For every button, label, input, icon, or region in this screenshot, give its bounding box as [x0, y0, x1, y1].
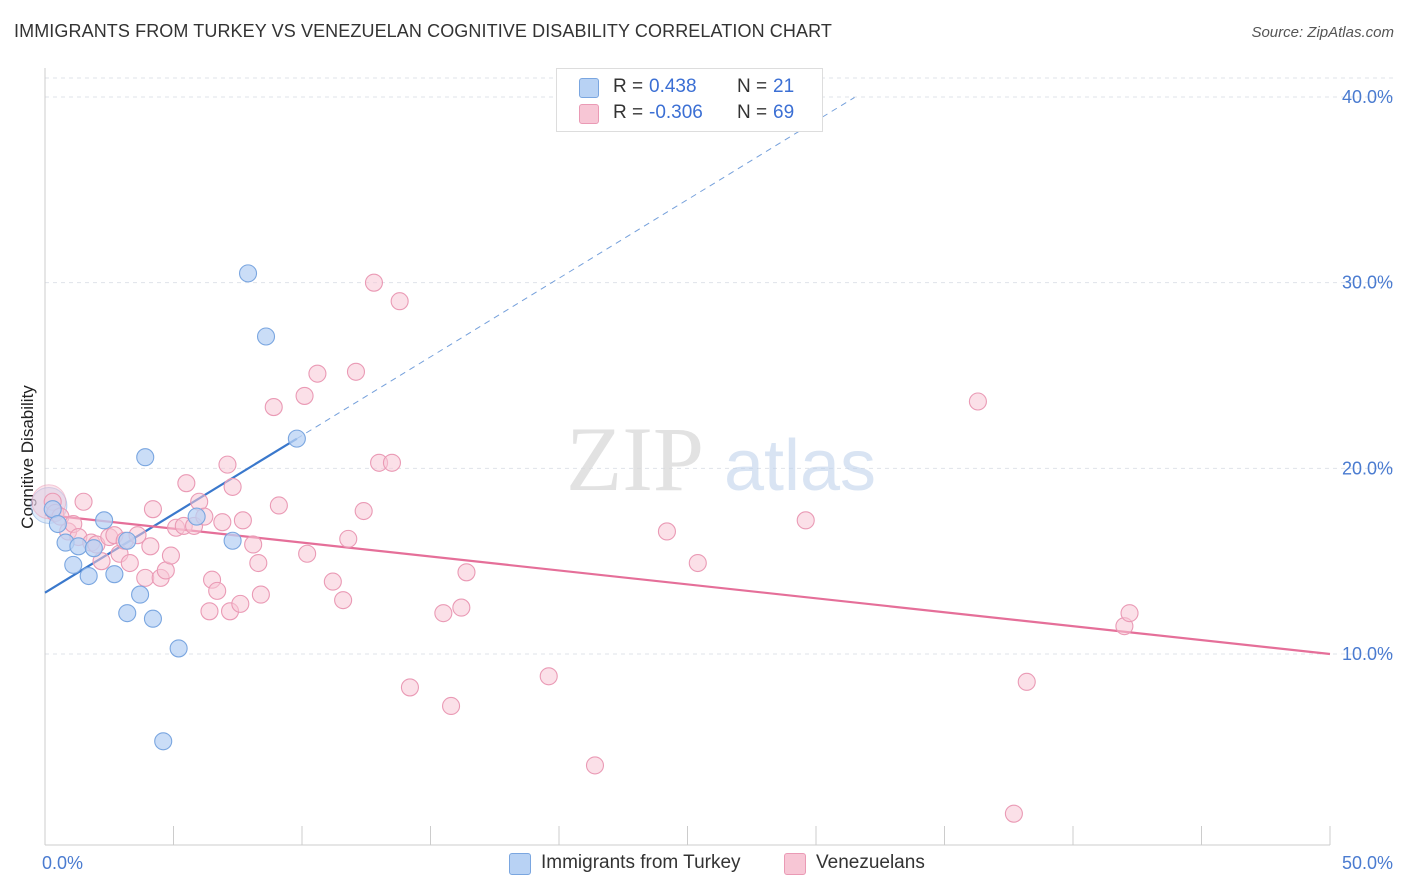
turkey-point: [169, 639, 188, 658]
venezuela-point: [400, 678, 419, 697]
venezuela-point: [251, 585, 270, 604]
turkey-point: [143, 609, 162, 628]
venezuela-point: [244, 535, 263, 554]
venezuela-point: [457, 563, 476, 582]
venezuela-point: [208, 581, 227, 600]
tick-labels: 10.0% 20.0% 30.0% 40.0% 0.0% 50.0%: [42, 87, 1393, 873]
venezuela-point: [434, 604, 453, 623]
turkey-point: [223, 531, 242, 550]
venezuela-point: [323, 572, 342, 591]
y-tick-label: 40.0%: [1342, 87, 1393, 107]
venezuela-point: [339, 529, 358, 548]
x-tick-label: 0.0%: [42, 853, 83, 873]
venezuela-point: [136, 568, 155, 587]
turkey-swatch: [579, 78, 599, 98]
venezuela-point: [233, 511, 252, 530]
legend-r-value: 0.438: [649, 76, 697, 97]
legend-n-label: N =: [737, 102, 768, 123]
legend-r-label: R =: [613, 76, 644, 97]
legend-r-value: -0.306: [649, 102, 703, 123]
venezuela-point: [688, 553, 707, 573]
turkey-swatch: [509, 853, 531, 875]
venezuela-swatch: [579, 104, 599, 124]
venezuela-point: [213, 513, 232, 532]
turkey-point: [154, 732, 173, 751]
trend-lines: [44, 96, 1331, 656]
source-credit: Source: ZipAtlas.com: [1251, 24, 1394, 41]
venezuela-point: [264, 398, 283, 417]
turkey-point: [118, 531, 137, 550]
axes: [44, 68, 1331, 846]
x-tick-label: 50.0%: [1342, 853, 1393, 873]
turkey-point: [84, 539, 103, 558]
series-legend: Immigrants from Turkey Venezuelans: [0, 852, 1406, 878]
y-tick-label: 10.0%: [1342, 644, 1393, 664]
grid-lines: [45, 77, 1395, 655]
turkey-point: [256, 327, 276, 346]
correlation-legend: R = 0.438 N = 21 R = -0.306 N = 69: [556, 68, 823, 132]
turkey-point: [79, 566, 98, 586]
turkey-point: [238, 264, 258, 283]
venezuela-point: [143, 500, 162, 519]
venezuela-point: [334, 591, 353, 610]
venezuela-point: [539, 667, 558, 686]
legend-n-value: 69: [773, 102, 795, 123]
venezuela-point: [308, 364, 327, 383]
venezuela-point: [200, 602, 219, 621]
venezuela-point: [585, 756, 605, 775]
venezuela-point: [1120, 604, 1139, 623]
legend-r-label: R =: [613, 102, 644, 123]
venezuela-point: [141, 537, 160, 556]
legend-n-value: 21: [773, 76, 795, 97]
venezuela-point: [177, 474, 196, 493]
legend-n-label: N =: [737, 76, 768, 97]
venezuela-swatch: [784, 853, 806, 875]
y-tick-label: 30.0%: [1342, 273, 1393, 293]
legend-label: Immigrants from Turkey: [541, 852, 741, 873]
venezuela-point: [354, 501, 373, 521]
turkey-point: [69, 537, 88, 556]
venezuela-point: [390, 292, 409, 311]
y-tick-label: 20.0%: [1342, 458, 1393, 478]
turkey-point: [118, 604, 137, 623]
venezuela-point: [218, 455, 237, 474]
turkey-trend-line: [44, 437, 298, 594]
legend-label: Venezuelans: [816, 852, 925, 873]
venezuela-point: [269, 496, 288, 515]
watermark: ZIP atlas: [566, 408, 876, 510]
venezuela-point: [298, 544, 317, 563]
venezuela-point: [295, 386, 314, 405]
turkey-point: [131, 585, 150, 604]
venezuela-point: [968, 392, 987, 411]
turkey-point: [48, 514, 67, 534]
venezuela-point: [249, 553, 268, 573]
venezuela-point: [231, 594, 250, 613]
data-points: [30, 264, 1139, 823]
turkey-point: [64, 555, 83, 574]
chart-title: IMMIGRANTS FROM TURKEY VS VENEZUELAN COG…: [14, 21, 832, 41]
venezuela-point: [657, 522, 676, 541]
turkey-point: [136, 448, 155, 467]
venezuela-point: [452, 598, 471, 617]
venezuela-point: [364, 273, 384, 292]
watermark-atlas: atlas: [724, 426, 876, 506]
venezuela-point: [1017, 672, 1036, 691]
venezuela-point: [382, 453, 402, 472]
venezuela-point: [442, 696, 461, 716]
venezuela-point: [796, 511, 815, 530]
turkey-point: [105, 565, 124, 584]
venezuela-point: [74, 492, 93, 511]
venezuela-point: [223, 477, 242, 496]
turkey-point: [187, 507, 206, 526]
venezuela-point: [120, 553, 139, 573]
turkey-point: [287, 429, 306, 448]
watermark-zip: ZIP: [566, 408, 704, 510]
venezuela-point: [161, 546, 180, 565]
turkey-trend-extension: [296, 96, 855, 440]
turkey-point: [95, 511, 114, 530]
venezuela-point: [346, 362, 366, 381]
venezuela-point: [1004, 804, 1023, 823]
